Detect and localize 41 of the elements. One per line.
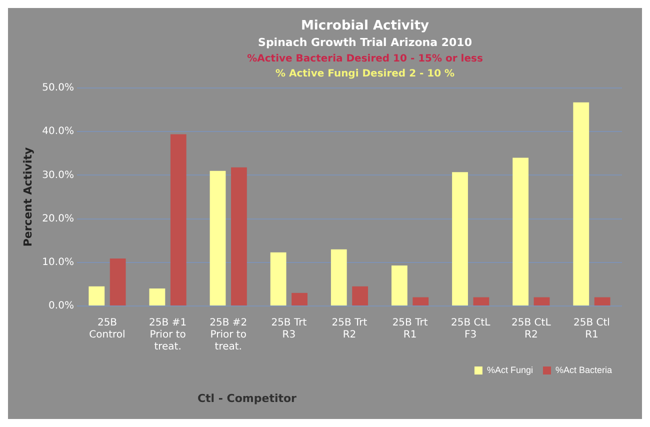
y-tick-label: 10.0% — [42, 256, 74, 268]
bar — [391, 265, 408, 306]
text: % Active Fungi Desired 2 - 10 % — [275, 68, 455, 80]
legend-label: %Act Bacteria — [555, 364, 612, 375]
legend-label: %Act Fungi — [486, 364, 533, 375]
y-tick-label: 50.0% — [42, 82, 74, 94]
bar — [352, 286, 368, 306]
bar — [170, 134, 186, 306]
bar — [270, 252, 286, 306]
chart-title: Microbial Activity — [300, 18, 430, 34]
y-axis-title: Percent Activity — [21, 147, 34, 247]
bar — [292, 292, 308, 306]
x-tick-label: 25B #2 Prior to treat. — [210, 318, 248, 353]
y-tick-label: 20.0% — [42, 213, 74, 224]
x-tick-label: 25B Control — [89, 318, 126, 341]
x-tick-label: 25B CtL F3 — [450, 318, 491, 341]
x-tick-label: 25B #1 Prior to treat. — [149, 318, 187, 353]
bar — [452, 172, 468, 306]
y-tick-label: 30.0% — [42, 170, 74, 181]
x-tick-label: 25B Trt R3 — [271, 318, 307, 341]
bar — [534, 297, 550, 306]
bar — [149, 288, 166, 306]
bar — [88, 286, 105, 306]
x-tick-label: 25B Ctl R1 — [573, 318, 610, 341]
bar — [110, 258, 126, 306]
bar — [210, 170, 226, 306]
bar — [512, 158, 529, 306]
x-tick-label: 25B CtL R2 — [512, 318, 552, 341]
x-tick-label: 25B Trt R1 — [392, 318, 428, 341]
bar — [573, 102, 590, 306]
x-tick-label: 25B Trt R2 — [332, 318, 368, 341]
bar — [412, 297, 429, 306]
text: %Active Bacteria Desired 10 - 15% or less — [247, 54, 483, 65]
bar — [330, 249, 347, 306]
y-tick-label: 0.0% — [48, 300, 74, 312]
y-tick-label: 40.0% — [42, 126, 74, 138]
bar — [473, 297, 490, 306]
text: Ctl - Competitor — [197, 392, 298, 405]
bar — [594, 297, 610, 306]
bar — [231, 167, 247, 306]
chart-subtitle: Spinach Growth Trial Arizona 2010 — [258, 36, 472, 49]
